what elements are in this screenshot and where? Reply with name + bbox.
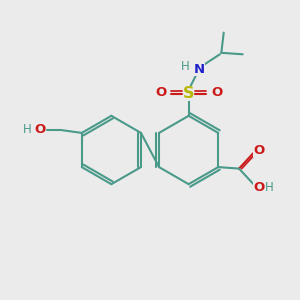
- Text: O: O: [211, 86, 222, 99]
- Text: O: O: [155, 86, 166, 99]
- Text: O: O: [253, 181, 264, 194]
- Text: H: H: [181, 60, 190, 73]
- Text: O: O: [34, 123, 45, 136]
- Text: O: O: [253, 144, 264, 157]
- Text: N: N: [194, 63, 205, 76]
- Text: S: S: [183, 86, 194, 101]
- Text: H: H: [23, 123, 32, 136]
- Text: H: H: [265, 181, 274, 194]
